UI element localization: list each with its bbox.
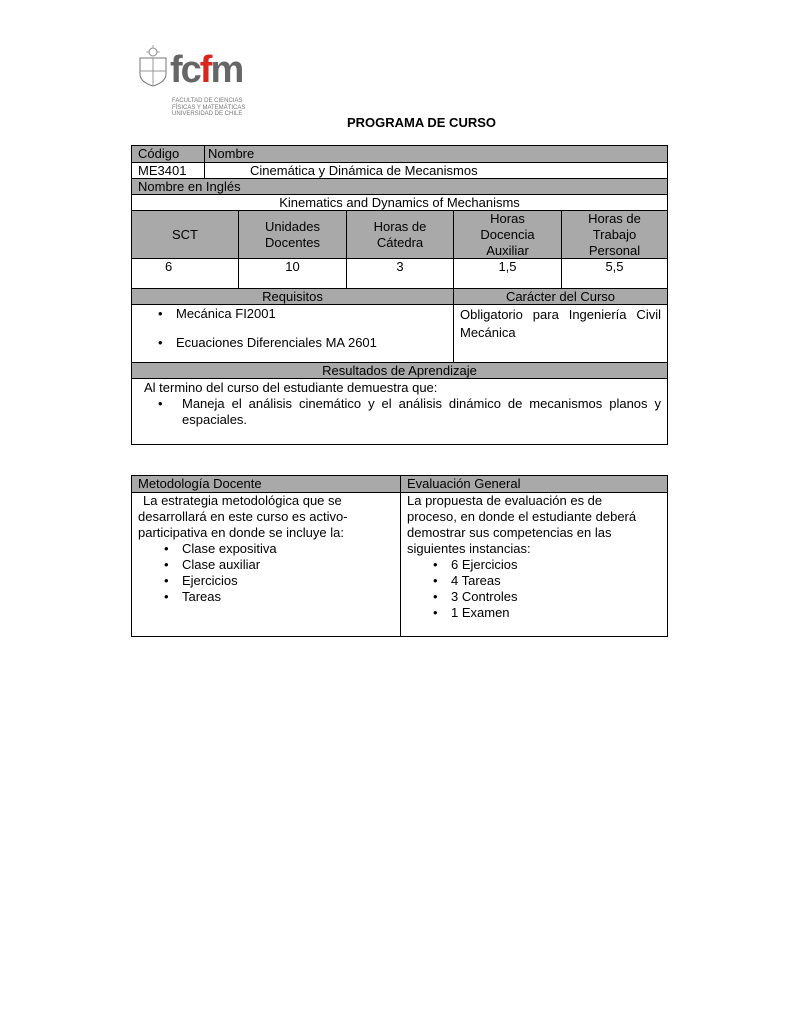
metodologia-item: Tareas (160, 589, 360, 605)
value-unidades: 10 (238, 258, 347, 289)
codigo-value: ME3401 (131, 162, 205, 179)
resultado-item: Maneja el análisis cinemático y el análi… (154, 396, 661, 428)
codigo-label: Código (131, 145, 205, 163)
value-sct: 6 (131, 258, 239, 289)
header-auxiliar: Horas Docencia Auxiliar (453, 210, 562, 259)
resultados-label: Resultados de Aprendizaje (131, 362, 668, 379)
resultados-intro: Al termino del curso del estudiante demu… (144, 380, 438, 395)
requisito-item: Mecánica FI2001 (154, 306, 453, 322)
evaluacion-item: 1 Examen (429, 605, 637, 621)
evaluacion-item: 4 Tareas (429, 573, 637, 589)
logo-line: FÍSICAS Y MATEMÁTICAS (172, 104, 246, 111)
header-catedra: Horas de Cátedra (346, 210, 454, 259)
value-personal: 5,5 (561, 258, 668, 289)
university-seal-icon (137, 45, 169, 87)
resultados-content: Al termino del curso del estudiante demu… (131, 378, 668, 445)
header-unidades: Unidades Docentes (238, 210, 347, 259)
metodologia-item: Clase expositiva (160, 541, 360, 557)
nombre-value: Cinemática y Dinámica de Mecanismos (204, 162, 668, 179)
requisitos-label: Requisitos (131, 288, 454, 305)
page-title: PROGRAMA DE CURSO (346, 115, 497, 130)
logo-line: FACULTAD DE CIENCIAS (172, 98, 243, 104)
ingles-label: Nombre en Inglés (131, 178, 668, 195)
value-catedra: 3 (346, 258, 454, 289)
metodologia-item: Ejercicios (160, 573, 360, 589)
metodologia-intro: La estrategia metodológica que se desarr… (138, 493, 348, 540)
evaluacion-content: La propuesta de evaluación es de proceso… (400, 492, 668, 637)
metodologia-content: La estrategia metodológica que se desarr… (131, 492, 401, 637)
value-auxiliar: 1,5 (453, 258, 562, 289)
logo-subtitle: FACULTAD DE CIENCIAS FÍSICAS Y MATEMÁTIC… (172, 98, 245, 118)
ingles-value: Kinematics and Dynamics of Mechanisms (131, 194, 668, 211)
fcfm-logo: fcfm (170, 49, 244, 91)
evaluacion-item: 3 Controles (429, 589, 637, 605)
caracter-label: Carácter del Curso (453, 288, 668, 305)
evaluacion-item: 6 Ejercicios (429, 557, 637, 573)
caracter-value: Obligatorio para Ingeniería Civil Mecáni… (453, 304, 668, 363)
header-personal: Horas de Trabajo Personal (561, 210, 668, 259)
metodologia-item: Clase auxiliar (160, 557, 360, 573)
logo-line: UNIVERSIDAD DE CHILE (172, 111, 243, 117)
evaluacion-label: Evaluación General (400, 475, 668, 493)
nombre-label: Nombre (204, 145, 668, 163)
evaluacion-intro: La propuesta de evaluación es de proceso… (407, 493, 637, 556)
metodologia-label: Metodología Docente (131, 475, 401, 493)
requisito-item: Ecuaciones Diferenciales MA 2601 (154, 335, 453, 351)
header-sct: SCT (131, 210, 239, 259)
requisitos-list: Mecánica FI2001 Ecuaciones Diferenciales … (131, 304, 454, 363)
